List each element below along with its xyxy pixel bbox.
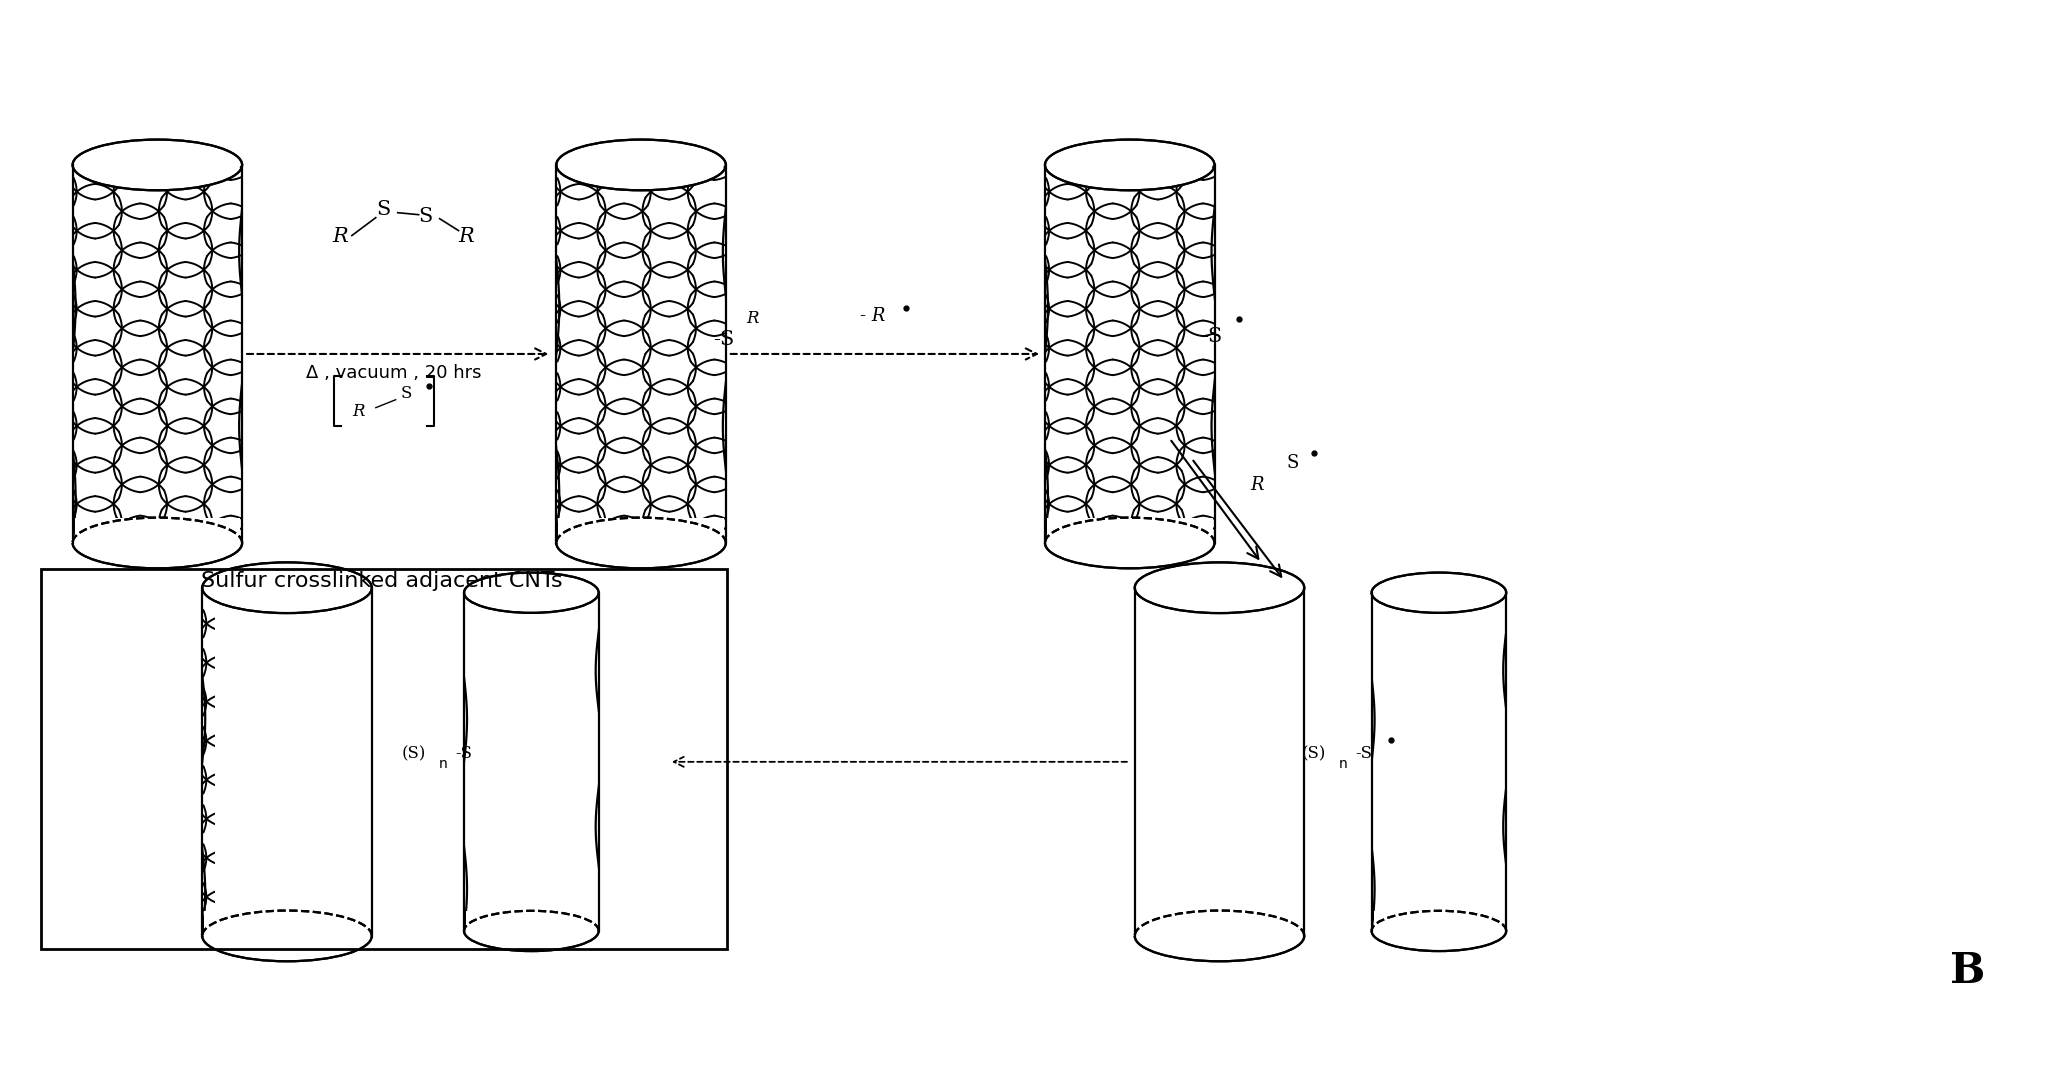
Text: n: n [438, 756, 449, 770]
Bar [885, 558, 1135, 966]
Text: R: R [459, 227, 474, 246]
Bar [1214, 135, 1464, 573]
Text: n: n [1338, 756, 1348, 770]
Text: S: S [418, 207, 432, 226]
Ellipse shape [74, 141, 240, 190]
Text: Sulfur crosslinked adjacent CNTs: Sulfur crosslinked adjacent CNTs [201, 571, 562, 591]
Text: -S: -S [1357, 746, 1373, 763]
Ellipse shape [1046, 141, 1212, 190]
Bar [1137, 911, 1303, 967]
Text: B: B [1950, 950, 1985, 991]
Ellipse shape [465, 573, 598, 613]
Bar [0, 135, 72, 573]
Text: -S: -S [713, 329, 734, 349]
Bar [1506, 563, 1756, 960]
Bar [74, 517, 240, 573]
Bar [598, 563, 848, 960]
Bar [215, 563, 463, 960]
Text: Δ , vacuum , 20 hrs: Δ , vacuum , 20 hrs [306, 364, 482, 382]
Ellipse shape [558, 141, 724, 190]
Bar [726, 135, 976, 573]
Text: R: R [1251, 476, 1264, 495]
Bar [372, 558, 620, 966]
Bar [558, 517, 724, 573]
Ellipse shape [1373, 573, 1503, 613]
Bar [205, 911, 370, 967]
Text: (S): (S) [1303, 746, 1326, 763]
Text: R: R [352, 403, 366, 421]
Text: S: S [401, 385, 412, 402]
Text: R: R [333, 227, 347, 246]
Bar [1046, 517, 1212, 573]
Bar [306, 135, 556, 573]
Ellipse shape [205, 563, 370, 613]
Ellipse shape [1137, 563, 1303, 613]
Bar [242, 135, 492, 573]
Bar [1305, 558, 1553, 966]
Text: S: S [376, 201, 391, 219]
Text: - R: - R [860, 307, 885, 325]
Bar [0, 558, 203, 966]
Text: R: R [747, 310, 759, 326]
Text: S: S [1286, 454, 1299, 472]
Bar [1373, 911, 1503, 956]
Text: (S): (S) [401, 746, 426, 763]
Bar [465, 911, 598, 956]
Text: -S: -S [1202, 326, 1222, 346]
Bar [796, 135, 1044, 573]
Text: -S: -S [455, 746, 472, 763]
Bar [1123, 563, 1371, 960]
